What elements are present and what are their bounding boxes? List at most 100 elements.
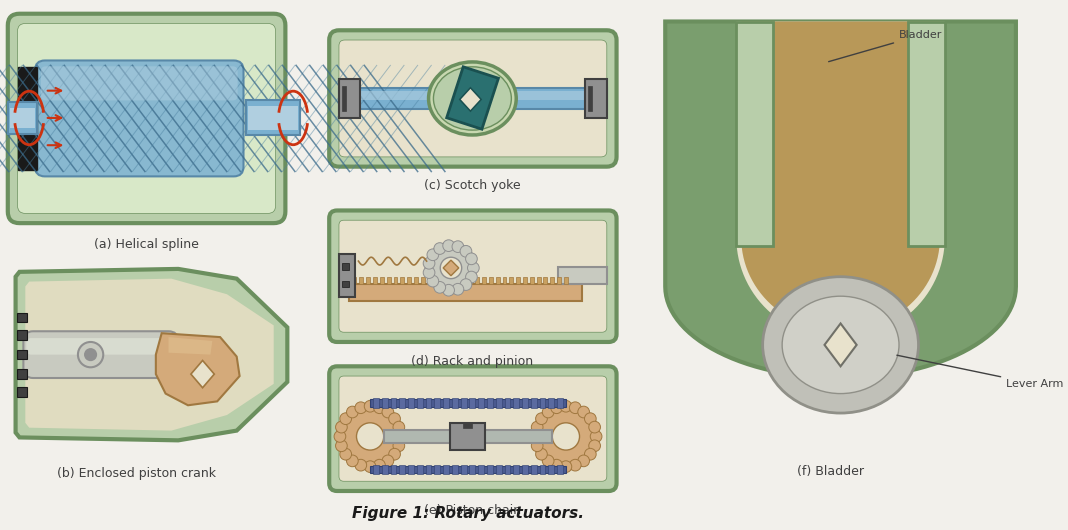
Circle shape [427,275,439,287]
Circle shape [346,455,358,467]
Circle shape [466,253,477,264]
Circle shape [426,243,476,293]
Bar [539,465,546,474]
Bar [455,277,459,285]
Bar [426,399,431,408]
Bar [478,399,484,408]
Bar [452,399,458,408]
Circle shape [434,243,445,254]
Bar [339,254,355,297]
Bar [559,267,607,285]
Bar [548,465,554,474]
Bar [383,430,552,443]
Bar [342,263,348,270]
Bar [373,277,377,285]
Circle shape [533,403,599,470]
Text: Figure 1: Rotary actuators.: Figure 1: Rotary actuators. [351,506,583,520]
Ellipse shape [782,296,899,394]
Circle shape [335,440,347,452]
FancyBboxPatch shape [17,23,276,214]
Bar [531,465,537,474]
Circle shape [423,258,435,269]
FancyBboxPatch shape [41,66,238,100]
Circle shape [578,455,590,467]
Circle shape [78,342,104,367]
Circle shape [443,285,455,296]
Polygon shape [741,22,940,331]
Circle shape [346,406,358,418]
Circle shape [364,400,376,412]
Bar [450,423,485,450]
FancyBboxPatch shape [35,60,244,176]
Circle shape [584,413,596,425]
Circle shape [530,430,541,443]
FancyBboxPatch shape [329,30,616,166]
Bar [421,277,425,285]
Circle shape [382,406,394,418]
Bar [17,350,28,359]
Circle shape [443,240,455,252]
Polygon shape [16,269,287,440]
Bar [544,277,548,285]
Bar [391,465,396,474]
Ellipse shape [434,67,512,130]
Bar [371,400,566,407]
Circle shape [560,400,571,412]
Bar [17,387,28,396]
Bar [443,465,449,474]
Bar [470,465,475,474]
Polygon shape [824,323,857,366]
Bar [17,369,28,379]
Circle shape [543,455,554,467]
Bar [462,423,472,428]
FancyBboxPatch shape [339,40,607,157]
Circle shape [536,448,547,460]
Circle shape [588,440,600,452]
Circle shape [468,262,480,274]
Bar [460,399,467,408]
Bar [908,22,945,245]
Bar [435,465,440,474]
Bar [496,465,502,474]
Bar [373,399,379,408]
Circle shape [84,349,96,360]
Circle shape [340,448,351,460]
Bar [417,465,423,474]
Circle shape [584,448,596,460]
Circle shape [460,245,472,257]
Bar [339,79,360,118]
Bar [478,465,484,474]
Bar [391,399,396,408]
Bar [342,86,346,111]
Bar [530,277,534,285]
Ellipse shape [763,277,918,413]
Circle shape [340,413,351,425]
Bar [557,465,563,474]
Polygon shape [191,360,215,388]
Circle shape [334,430,346,443]
Circle shape [536,413,547,425]
Bar [504,465,511,474]
FancyBboxPatch shape [27,338,175,355]
Bar [10,108,35,128]
Bar [352,277,357,285]
Bar [588,86,592,111]
Bar [736,22,773,245]
Bar [371,466,566,473]
Text: (c) Scotch yoke: (c) Scotch yoke [424,179,521,192]
Bar [408,399,414,408]
FancyBboxPatch shape [339,220,607,332]
Bar [339,91,607,100]
Bar [407,277,411,285]
Bar [470,399,475,408]
Circle shape [389,413,400,425]
Bar [514,465,519,474]
Circle shape [591,430,602,443]
Bar [414,277,418,285]
Bar [417,399,423,408]
Bar [509,277,514,285]
FancyBboxPatch shape [23,331,178,378]
Polygon shape [443,260,459,276]
Bar [443,399,449,408]
Bar [382,399,388,408]
